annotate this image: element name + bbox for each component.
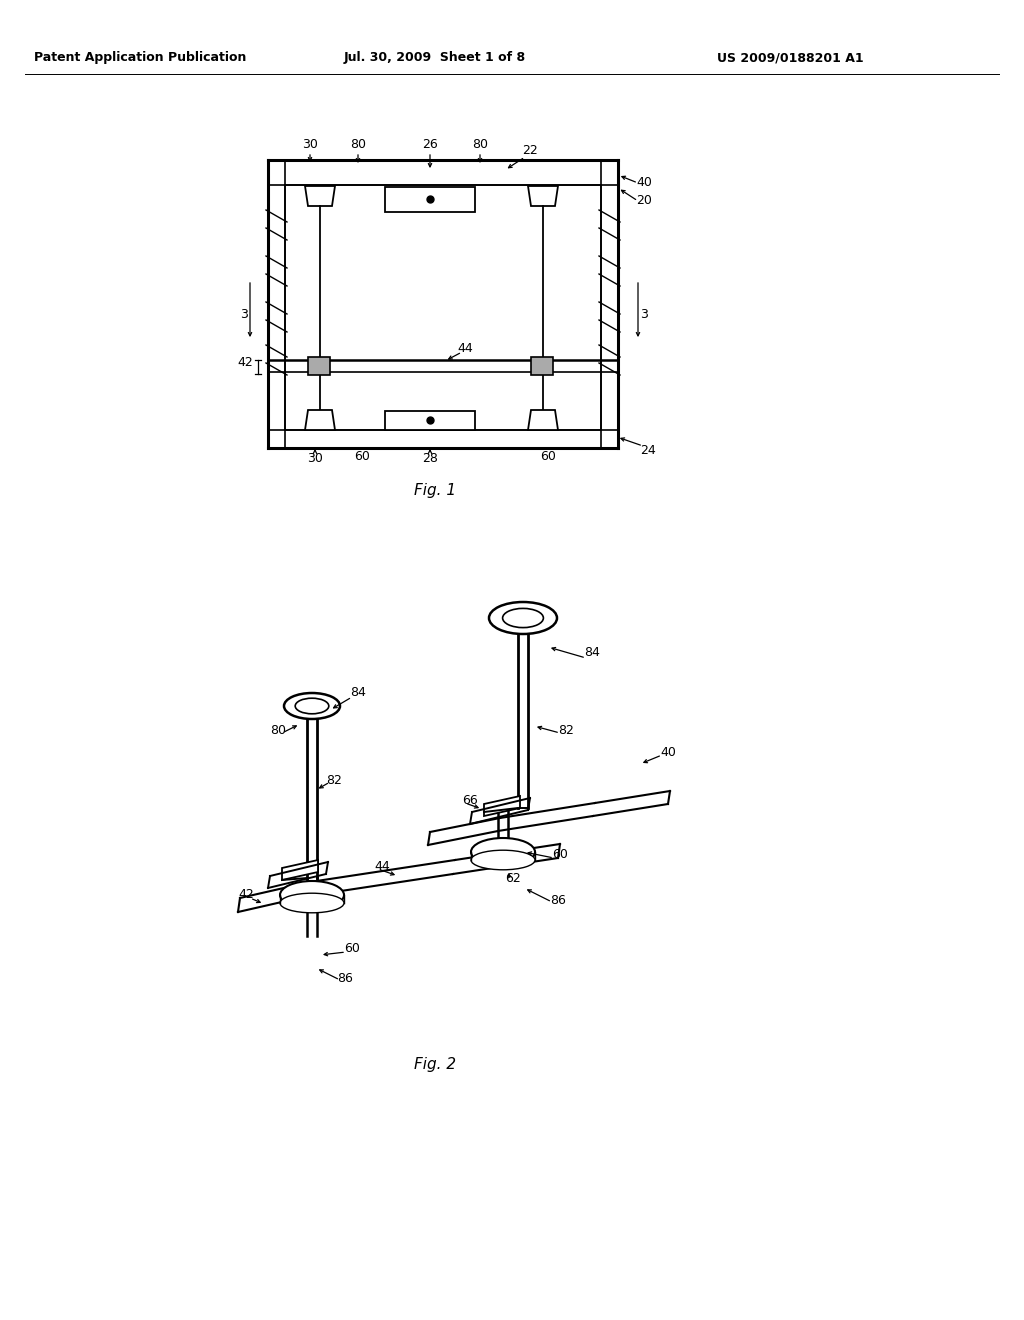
- Polygon shape: [385, 411, 475, 430]
- Text: 24: 24: [640, 445, 656, 458]
- Text: 62: 62: [505, 871, 521, 884]
- Text: 60: 60: [344, 941, 360, 954]
- Text: 60: 60: [552, 849, 568, 862]
- Ellipse shape: [471, 850, 535, 870]
- Text: 40: 40: [660, 746, 676, 759]
- Polygon shape: [282, 861, 318, 880]
- Text: 3: 3: [640, 309, 648, 322]
- Ellipse shape: [503, 609, 544, 627]
- Text: 42: 42: [238, 356, 253, 370]
- Text: 82: 82: [326, 774, 342, 787]
- Text: Fig. 1: Fig. 1: [414, 483, 456, 498]
- Text: Fig. 2: Fig. 2: [414, 1057, 456, 1072]
- Text: 42: 42: [239, 888, 254, 902]
- Text: 30: 30: [302, 139, 317, 152]
- Text: 60: 60: [354, 450, 370, 463]
- Text: 3: 3: [240, 309, 248, 322]
- Polygon shape: [531, 356, 553, 375]
- Polygon shape: [528, 411, 558, 430]
- Polygon shape: [385, 187, 475, 213]
- Ellipse shape: [471, 838, 535, 866]
- Ellipse shape: [489, 602, 557, 634]
- Ellipse shape: [280, 894, 344, 913]
- Text: Patent Application Publication: Patent Application Publication: [34, 51, 246, 65]
- Text: US 2009/0188201 A1: US 2009/0188201 A1: [717, 51, 863, 65]
- Polygon shape: [528, 186, 558, 206]
- Ellipse shape: [280, 880, 344, 909]
- Text: 30: 30: [307, 453, 323, 466]
- Text: 66: 66: [462, 793, 478, 807]
- Text: 26: 26: [422, 139, 438, 152]
- Text: 82: 82: [558, 723, 573, 737]
- Ellipse shape: [284, 693, 340, 719]
- Polygon shape: [484, 796, 520, 816]
- Polygon shape: [305, 411, 335, 430]
- Text: 86: 86: [337, 972, 353, 985]
- Ellipse shape: [295, 698, 329, 714]
- Text: Jul. 30, 2009  Sheet 1 of 8: Jul. 30, 2009 Sheet 1 of 8: [344, 51, 526, 65]
- Polygon shape: [308, 356, 330, 375]
- Text: 84: 84: [584, 645, 600, 659]
- Text: 20: 20: [636, 194, 652, 207]
- Text: 40: 40: [636, 177, 652, 190]
- Text: 80: 80: [350, 139, 366, 152]
- Text: 44: 44: [457, 342, 473, 355]
- Text: 44: 44: [374, 859, 390, 873]
- Text: 60: 60: [540, 450, 556, 463]
- Text: 80: 80: [472, 139, 488, 152]
- Text: 86: 86: [550, 894, 566, 907]
- Polygon shape: [305, 186, 335, 206]
- Text: 28: 28: [422, 453, 438, 466]
- Text: 84: 84: [350, 685, 366, 698]
- Text: 80: 80: [270, 723, 286, 737]
- Text: 22: 22: [522, 144, 538, 157]
